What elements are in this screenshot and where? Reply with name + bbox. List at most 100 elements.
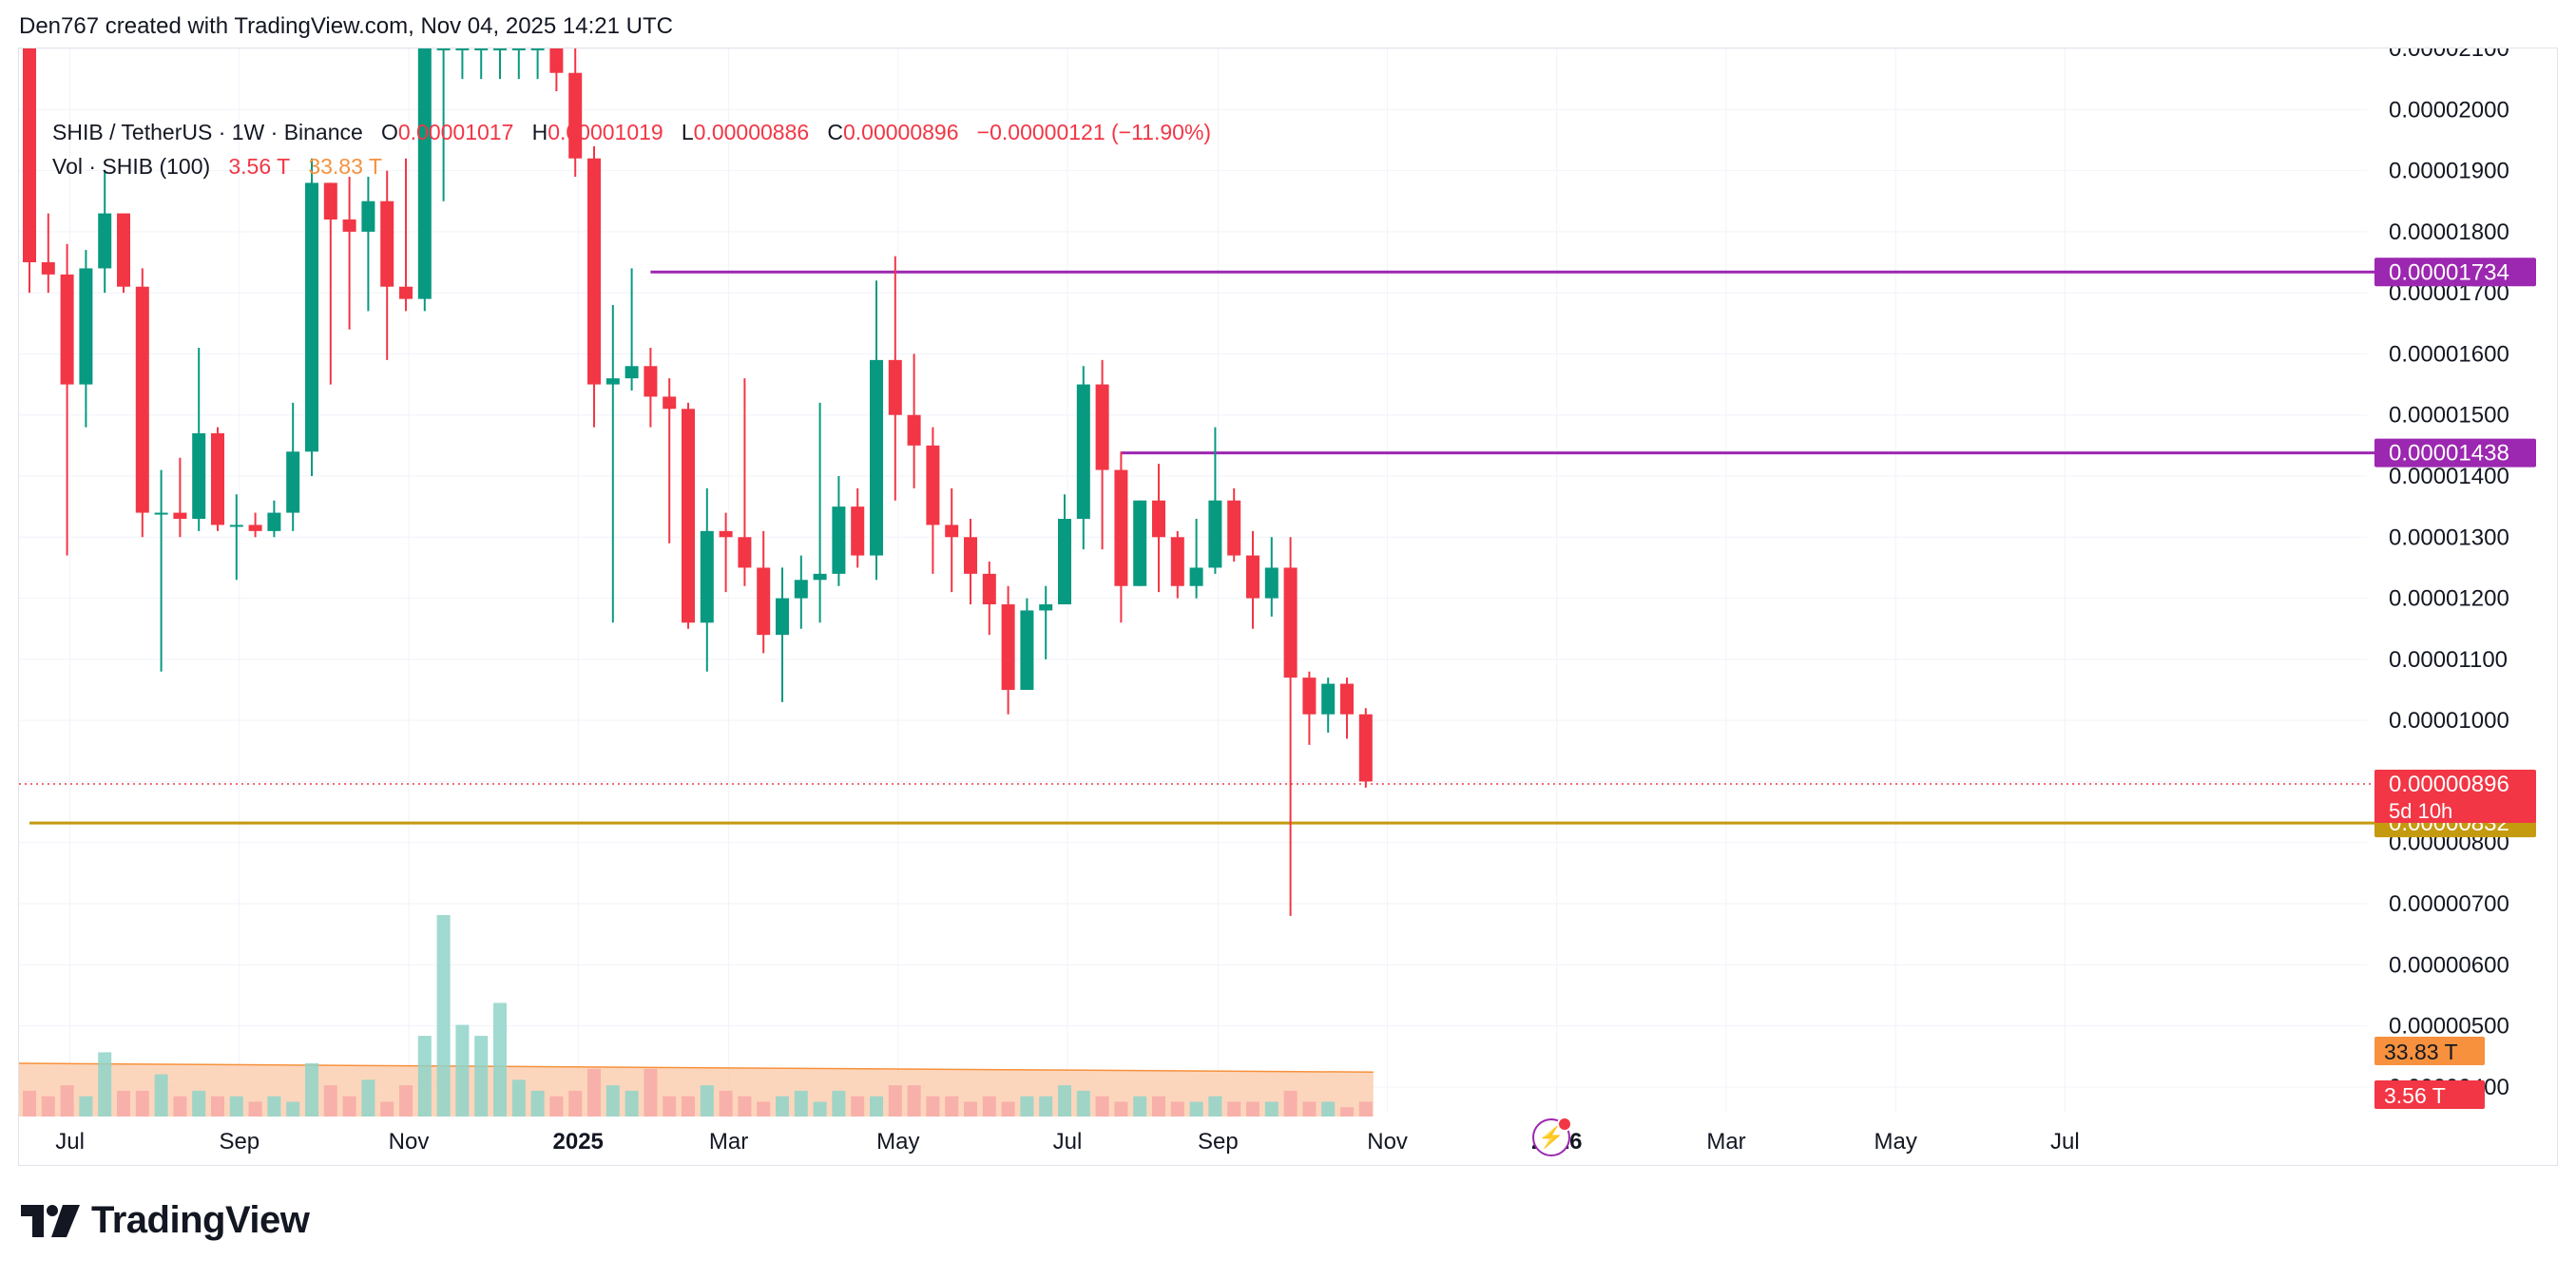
candle-body — [192, 433, 206, 519]
candle-body — [417, 48, 432, 299]
x-tick-label: Sep — [1198, 1129, 1239, 1155]
volume-bar — [135, 1090, 149, 1117]
candle-body — [738, 537, 752, 568]
candle-body — [98, 213, 112, 269]
volume-bar — [1095, 1096, 1109, 1117]
volume-bar — [625, 1090, 639, 1117]
candle-body — [1170, 537, 1184, 586]
volume-bar — [1020, 1096, 1034, 1117]
volume-bar — [23, 1090, 36, 1117]
volume-bar — [964, 1101, 977, 1117]
chart-caption: Den767 created with TradingView.com, Nov… — [19, 13, 673, 39]
candle-body — [813, 573, 827, 581]
volume-bar — [682, 1096, 695, 1117]
volume-bar — [530, 1090, 545, 1117]
volume-bar — [211, 1096, 224, 1117]
candle-body — [1358, 714, 1373, 782]
legend-low: 0.00000886 — [693, 120, 810, 144]
y-tick-label: 0.00001500 — [2389, 403, 2509, 429]
volume-bar — [776, 1096, 789, 1117]
volume-bar — [606, 1085, 620, 1117]
legend-close: 0.00000896 — [842, 120, 959, 144]
candle-body — [1095, 384, 1109, 470]
candle-body — [587, 158, 601, 385]
y-tick-label: 0.00001200 — [2389, 586, 2509, 612]
candle-body — [23, 48, 36, 262]
candle-body — [1283, 567, 1298, 678]
x-tick-label: Mar — [709, 1129, 748, 1155]
candle-body — [323, 182, 337, 220]
volume-bar — [380, 1101, 394, 1117]
tradingview-brand: TradingView — [91, 1199, 310, 1241]
lightning-icon[interactable]: ⚡ — [1532, 1117, 1572, 1156]
legend-low-label: L — [681, 120, 694, 144]
candle-body — [964, 537, 977, 574]
candle-body — [173, 512, 187, 519]
candle-body — [719, 530, 733, 538]
candle-body — [267, 512, 281, 531]
candle-body — [794, 580, 808, 599]
volume-bar — [305, 1063, 318, 1117]
x-tick-label: 2025 — [553, 1129, 604, 1155]
candle-body — [945, 525, 959, 538]
price-chart[interactable]: 0.000004000.000005000.000006000.00000700… — [19, 48, 2559, 1167]
x-tick-label: Nov — [1367, 1129, 1408, 1155]
candle-body — [1321, 683, 1336, 715]
volume-last-badge-label: 3.56 T — [2384, 1083, 2446, 1108]
candle-body — [1189, 567, 1203, 586]
candle-body — [474, 48, 489, 50]
x-tick-label: Jul — [55, 1129, 85, 1155]
volume-bar — [945, 1096, 959, 1117]
legend-volume-row: Vol · SHIB (100) 3.56 T 33.83 T — [52, 149, 1211, 183]
y-tick-label: 0.00001000 — [2389, 708, 2509, 734]
volume-bar — [738, 1096, 752, 1117]
candle-body — [1076, 384, 1090, 519]
volume-bar — [1302, 1101, 1317, 1117]
volume-bar — [1189, 1101, 1203, 1117]
tradingview-logo[interactable]: TradingView — [21, 1199, 310, 1242]
volume-bar — [267, 1096, 281, 1117]
candle-body — [757, 567, 771, 636]
candle-body — [1114, 469, 1128, 586]
candle-body — [663, 396, 677, 410]
volume-bar — [1170, 1101, 1184, 1117]
legend-volume-ma: 33.83 T — [308, 154, 382, 179]
volume-bar — [757, 1101, 771, 1117]
volume-ma-area — [19, 1063, 1374, 1117]
candle-body — [625, 366, 639, 379]
legend-symbol[interactable]: SHIB / TetherUS · 1W · Binance — [52, 120, 363, 144]
y-tick-label: 0.00000600 — [2389, 952, 2509, 978]
candle-body — [907, 414, 921, 446]
candle-body — [549, 48, 564, 73]
candle-body — [606, 378, 620, 385]
x-tick-label: Sep — [219, 1129, 260, 1155]
candle-body — [154, 512, 168, 515]
volume-bar — [1114, 1101, 1128, 1117]
last-price-badge-countdown: 5d 10h — [2389, 799, 2452, 823]
candle-body — [229, 525, 243, 527]
volume-last-badge — [2374, 1080, 2485, 1109]
x-tick-label: May — [1874, 1129, 1917, 1155]
candle-body — [1227, 500, 1241, 556]
legend-volume-label[interactable]: Vol · SHIB (100) — [52, 154, 211, 179]
volume-bar — [173, 1096, 187, 1117]
candle-body — [870, 359, 883, 556]
candle-body — [644, 366, 658, 397]
y-tick-label: 0.00000700 — [2389, 891, 2509, 917]
candle-body — [493, 48, 507, 50]
volume-bar — [549, 1096, 564, 1117]
volume-bar — [286, 1101, 300, 1117]
candle-body — [568, 72, 583, 159]
candle-body — [1152, 500, 1165, 538]
last-price-badge — [2374, 770, 2536, 823]
x-tick-label: May — [876, 1129, 919, 1155]
candle-body — [982, 573, 996, 604]
volume-bar — [1340, 1107, 1354, 1117]
candle-body — [682, 409, 695, 623]
volume-bar — [1152, 1096, 1165, 1117]
chart-frame: 0.000004000.000005000.000006000.00000700… — [18, 48, 2558, 1166]
volume-bar — [870, 1096, 883, 1117]
volume-ma-badge-label: 33.83 T — [2384, 1040, 2458, 1064]
y-tick-label: 0.00001800 — [2389, 220, 2509, 245]
tradingview-logo-icon — [21, 1204, 80, 1237]
